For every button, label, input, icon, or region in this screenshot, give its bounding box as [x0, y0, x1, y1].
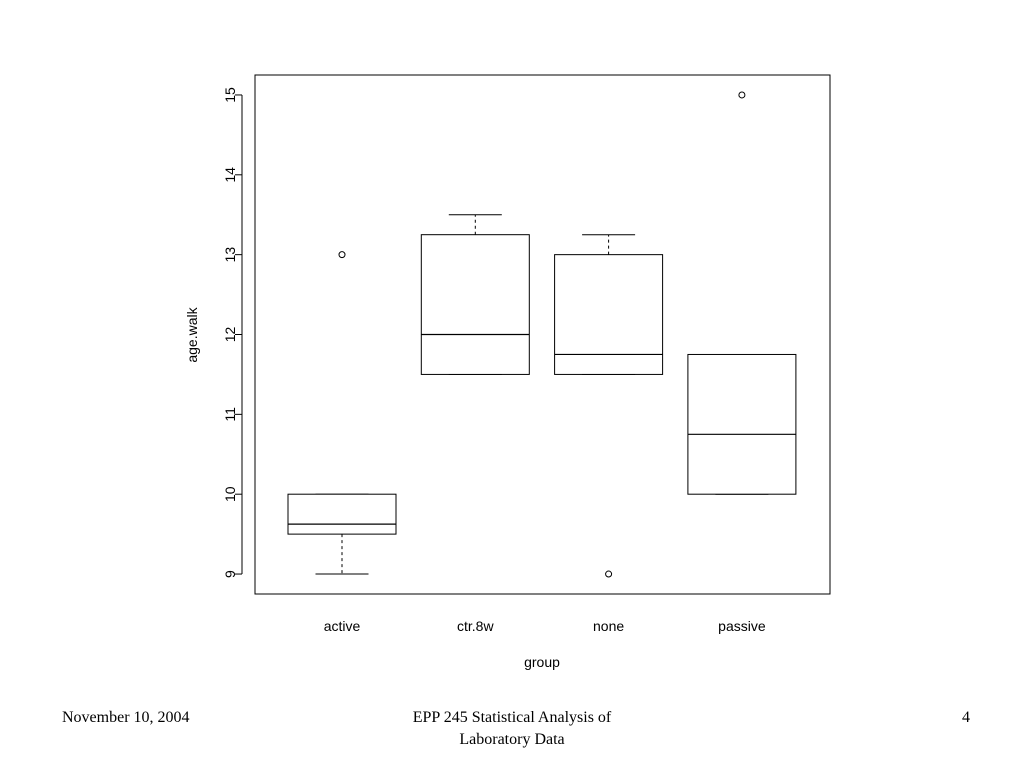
y-tick-label: 11 — [222, 407, 238, 422]
x-tick-label: passive — [718, 618, 766, 634]
box-iqr — [287, 493, 397, 535]
footer-date: November 10, 2004 — [62, 709, 190, 726]
box-group — [287, 91, 797, 578]
x-tick-label: ctr.8w — [457, 618, 494, 634]
y-tick-label: 15 — [222, 87, 238, 103]
page-number: 4 — [962, 709, 970, 726]
outlier-point — [605, 570, 613, 578]
outlier-point — [338, 251, 346, 259]
plot-frame — [254, 74, 831, 595]
box-iqr — [554, 254, 664, 375]
x-tick-label: active — [324, 618, 361, 634]
footer-title-line1: EPP 245 Statistical Analysis of — [412, 709, 612, 726]
y-axis: 9 10 11 12 13 14 15 — [222, 87, 243, 578]
y-axis-label: age.walk — [184, 306, 200, 362]
box-ctr-8w — [420, 214, 530, 375]
outlier-point — [738, 91, 746, 99]
box-iqr — [687, 353, 797, 495]
box-passive — [687, 91, 797, 495]
y-tick-label: 14 — [222, 167, 238, 183]
x-axis-label: group — [524, 654, 560, 670]
box-none — [554, 234, 664, 578]
footer-title-line2: Laboratory Data — [459, 731, 565, 748]
y-tick-label: 13 — [222, 247, 238, 263]
box-active — [287, 251, 397, 575]
y-tick-label: 10 — [222, 486, 238, 502]
footer-title: EPP 245 Statistical Analysis of Laborato… — [362, 707, 662, 751]
box-iqr — [420, 234, 530, 375]
x-tick-label: none — [593, 618, 624, 634]
y-tick-label: 9 — [222, 570, 238, 578]
x-axis: active ctr.8w none passive — [324, 618, 766, 634]
y-tick-label: 12 — [222, 327, 238, 343]
